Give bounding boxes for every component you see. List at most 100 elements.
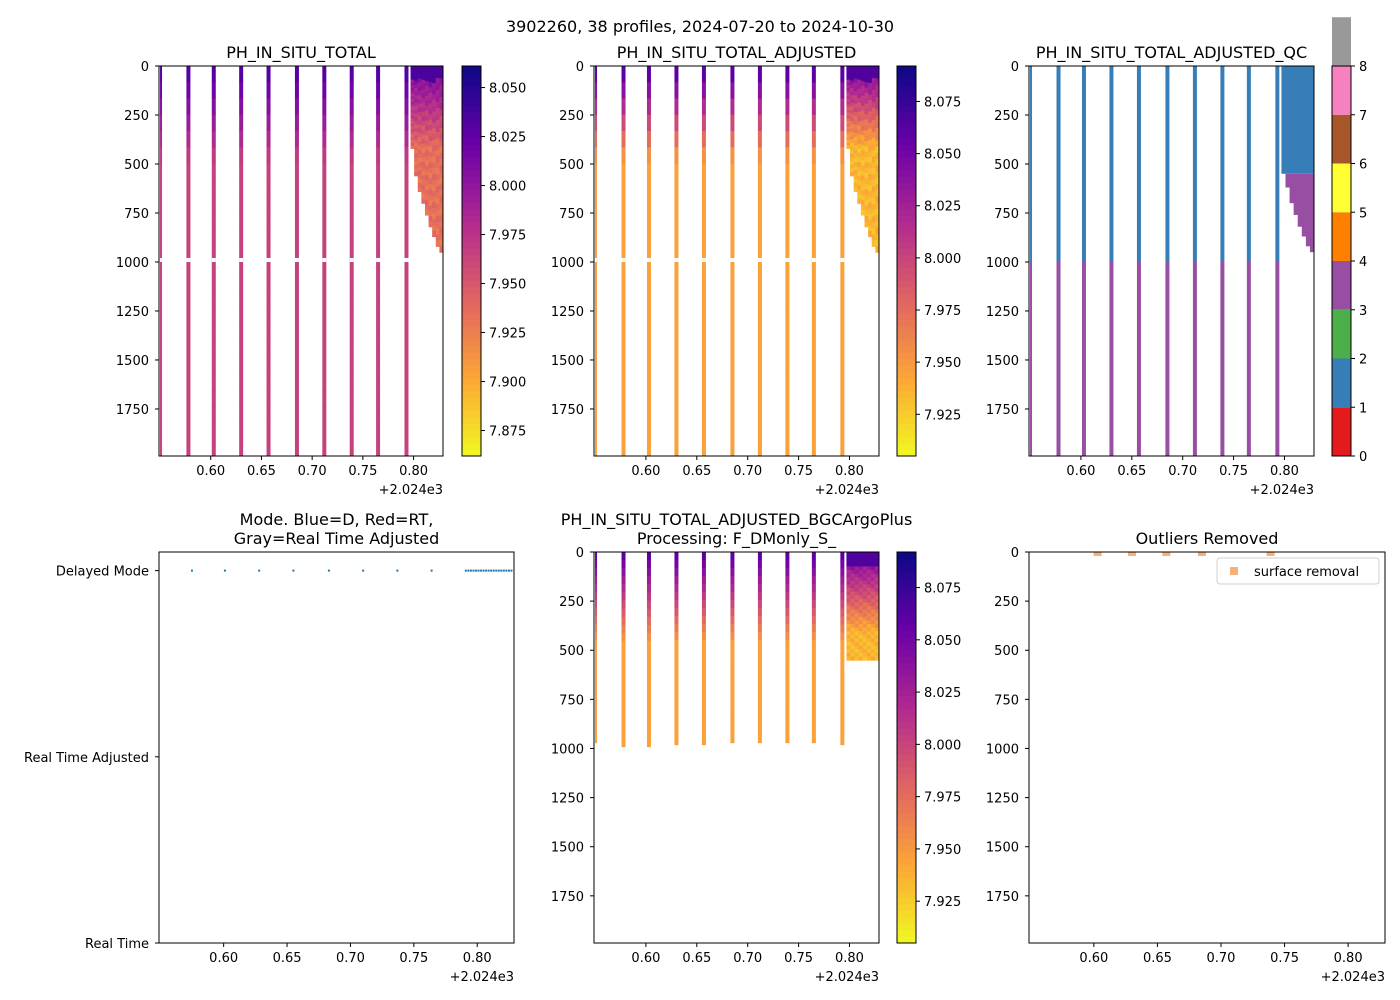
colorbar-step [897,760,916,768]
dense-cell [853,120,858,126]
dense-cell [417,157,422,163]
dense-cell [870,656,876,661]
y-tick-label: 750 [994,693,1019,708]
profile-segment [621,326,626,343]
dense-cell [850,124,855,129]
profile-segment [674,584,679,593]
profile-segment [840,342,845,360]
profile-segment [840,179,845,197]
profile-segment [757,131,762,148]
colorbar-tick-label: 7.925 [924,408,961,423]
colorbar-step [462,313,481,320]
dense-cell [853,178,858,184]
outlier-marker [1162,552,1171,556]
profile-segment [322,114,327,132]
dense-cell [866,570,872,575]
dense-cell [853,78,858,84]
colorbar-step [897,591,916,599]
colorbar-step [897,773,916,781]
dense-cell [874,552,879,557]
dense-cell [417,103,422,109]
profile-segment [811,196,816,213]
dense-cell [871,66,876,73]
dense-cell [424,165,430,171]
profile-segment [701,293,706,311]
profile-segment [757,631,762,640]
dense-cell [417,116,422,121]
dense-cell [871,204,876,211]
qc-profile-upper [1220,66,1225,262]
dense-cell [854,602,860,607]
dense-cell [421,93,426,99]
profile-segment [730,391,735,408]
dense-cell [432,111,437,118]
profile-segment [646,568,651,577]
profile-segment [239,423,244,441]
profile-segment [840,131,845,148]
dense-cell [853,170,858,176]
colorbar-step [462,430,481,437]
profile-segment [595,309,598,327]
dense-cell [410,82,415,86]
qc-profile-lower [1109,261,1114,456]
dense-cell [846,71,851,75]
dense-cell [862,606,868,611]
colorbar-step [897,929,916,937]
profile-segment [840,163,845,181]
profile-segment [621,423,626,441]
dense-cell [854,613,860,618]
dense-cell [858,606,864,611]
dense-cell [435,240,440,247]
dense-cell [866,642,872,647]
dense-cell [424,130,430,137]
profile-segment [730,179,735,197]
y-tick-label: 1000 [116,256,149,271]
colorbar-step [897,306,916,314]
dense-cell [424,66,430,72]
profile-segment [404,261,409,278]
dense-cell [854,562,860,568]
profile-segment [621,98,626,116]
dense-cell [854,642,860,647]
profile-segment [701,584,706,593]
colorbar-step [897,202,916,210]
colorbar-step [897,215,916,223]
profile-segment [730,591,735,601]
profile-segment [349,358,354,376]
profile-segment [811,179,816,197]
profile-gap [404,258,409,263]
y-tick-label: 0 [576,60,584,75]
profile-segment [160,439,163,456]
profile-segment [785,374,790,392]
profile-segment [349,212,354,230]
dense-cell [874,595,879,600]
panel-title: PH_IN_SITU_TOTAL_ADJUSTED_QC [1036,43,1307,63]
dense-cell [870,631,876,636]
y-tick-label: 1000 [551,256,584,271]
profile-segment [186,163,191,181]
dense-cell [854,652,860,658]
profile-segment [701,608,706,617]
dense-cell [860,195,866,201]
dense-cell [435,66,440,73]
y-tick-label: 1750 [551,890,584,905]
mode-point [492,569,495,572]
mode-point [472,569,475,572]
dense-cell [850,66,855,71]
profile-segment [595,710,598,720]
colorbar-tick-label: 2 [1359,353,1367,368]
dense-cell [860,170,866,176]
dense-cell [871,102,876,109]
dense-cell [428,199,433,206]
dense-cell [846,570,851,575]
dense-cell [858,555,864,560]
dense-cell [846,627,851,632]
x-tick-label: 0.65 [247,464,276,479]
profile-segment [621,552,626,561]
profile-segment [757,147,762,165]
dense-cell [864,124,869,131]
dense-cell [421,130,426,136]
profile-gap [757,258,762,263]
dense-cell [439,227,443,235]
profile-segment [730,583,735,593]
